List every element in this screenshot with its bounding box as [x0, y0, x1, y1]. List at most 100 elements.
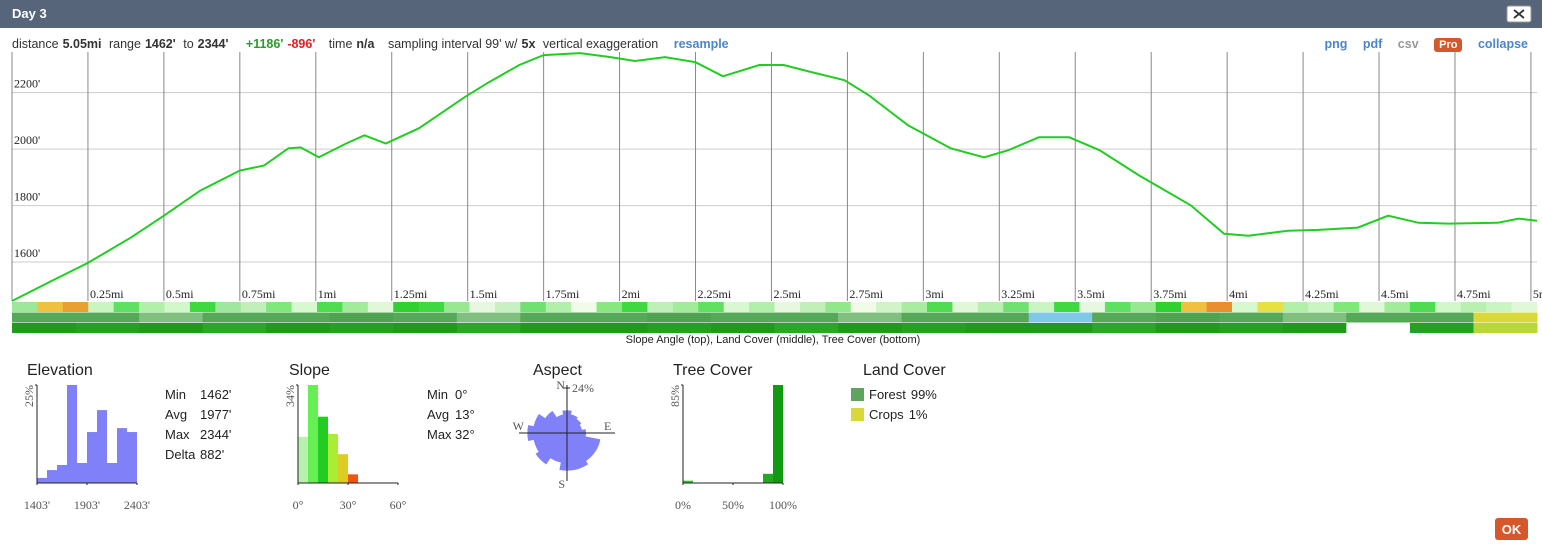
stat-value: 32°	[455, 427, 475, 442]
x-tick-label: 60°	[390, 498, 407, 512]
strip-cell	[901, 302, 928, 312]
strip-cell	[965, 312, 1030, 323]
range-min: 1462'	[144, 37, 176, 51]
strip-cell	[1092, 323, 1157, 333]
strip-cell	[1155, 323, 1220, 333]
strip-cell	[583, 312, 648, 323]
histogram-bar	[127, 432, 137, 483]
x-tick-label: 1.75mi	[546, 287, 580, 301]
histogram-bar	[683, 480, 693, 483]
legend-entry: Forest 99%	[869, 387, 937, 402]
text: time	[328, 37, 353, 51]
text: vertical exaggeration	[542, 37, 659, 51]
x-tick-label: 1mi	[318, 287, 337, 301]
y-tick-label: 34%	[283, 385, 297, 407]
distance: 5.05mi	[62, 37, 102, 51]
strip-cell	[672, 302, 699, 312]
close-button[interactable]	[1506, 5, 1532, 23]
csv-link[interactable]: csv	[1397, 37, 1419, 51]
strip-cell	[1079, 302, 1106, 312]
x-tick-label: 2mi	[622, 287, 641, 301]
histogram-bar	[328, 434, 338, 483]
x-tick-label: 3.25mi	[1001, 287, 1035, 301]
pdf-link[interactable]: pdf	[1362, 37, 1383, 51]
strip-cell	[520, 302, 547, 312]
collapse-link[interactable]: collapse	[1477, 37, 1528, 51]
elevation-line	[11, 52, 1538, 302]
export-links: png pdf csv Pro collapse	[1312, 37, 1528, 52]
strip-cell	[1473, 312, 1538, 323]
strip-cell	[113, 302, 140, 312]
strip-cell	[698, 302, 725, 312]
x-tick-label: 3.75mi	[1153, 287, 1187, 301]
text: to	[183, 37, 194, 51]
strip-cell	[1092, 312, 1157, 323]
strip-cell	[1486, 302, 1513, 312]
text: range	[108, 37, 141, 51]
stat-label: Avg	[427, 407, 449, 422]
histogram-bar	[318, 416, 328, 483]
histogram-bar	[97, 410, 107, 483]
stat-value: 0°	[455, 387, 467, 402]
x-tick-label: 2403'	[124, 498, 150, 512]
direction-label: W	[513, 419, 525, 433]
strip-cell	[977, 302, 1004, 312]
ok-button[interactable]: OK	[1495, 518, 1528, 540]
histogram-bar	[87, 432, 97, 483]
strip-cell	[202, 323, 267, 333]
strip-cell	[710, 323, 775, 333]
strip-cell	[456, 323, 521, 333]
png-link[interactable]: png	[1324, 37, 1348, 51]
legend-name: Forest	[869, 387, 906, 402]
chart-title: Tree Cover	[673, 362, 753, 379]
ok-label[interactable]: OK	[1502, 522, 1522, 537]
x-tick-label: 1903'	[74, 498, 100, 512]
strip-cell	[1460, 302, 1487, 312]
x-tick-label: 4.25mi	[1305, 287, 1339, 301]
strip-cell	[622, 302, 648, 312]
strip-cell	[1435, 302, 1462, 312]
legend-swatch	[851, 408, 864, 421]
strip-cell	[545, 302, 572, 312]
range-max: 2344'	[197, 37, 229, 51]
window-title: Day 3	[12, 6, 47, 21]
x-tick-label: 2.5mi	[773, 287, 801, 301]
resample-link[interactable]: resample	[673, 37, 729, 51]
text: distance	[12, 37, 59, 51]
x-tick-label: 3.5mi	[1077, 287, 1105, 301]
strip-cell	[1219, 312, 1284, 323]
y-tick-label: 25%	[22, 385, 36, 407]
histogram-bar	[47, 470, 57, 483]
x-tick-label: 1403'	[24, 498, 50, 512]
strip-cell	[266, 323, 331, 333]
strip-cell	[1104, 302, 1131, 312]
histogram-bar	[37, 477, 47, 483]
strip-cell	[596, 302, 623, 312]
y-tick-label: 2000'	[14, 133, 40, 147]
strip-cell	[291, 302, 318, 312]
strip-cell	[647, 323, 712, 333]
strip-cell	[901, 323, 966, 333]
strip-cell	[952, 302, 979, 312]
strip-cell	[1130, 302, 1157, 312]
histogram-bar	[338, 454, 348, 483]
pro-badge[interactable]: Pro	[1434, 38, 1463, 52]
aspect-wedge	[535, 432, 568, 465]
x-tick-label: 30°	[340, 498, 357, 512]
x-tick-label: 50%	[722, 498, 744, 512]
strip-cell	[393, 323, 458, 333]
stat-label: Min	[427, 387, 448, 402]
exaggeration: 5x	[521, 37, 536, 51]
title-bar	[0, 0, 1542, 28]
chart-title: Slope	[289, 362, 330, 379]
stat-value: 13°	[455, 407, 475, 422]
strip-cell	[12, 312, 77, 323]
strip-cell	[393, 302, 420, 312]
strip-cell	[139, 302, 165, 312]
stat-label: Avg	[165, 407, 187, 422]
strip-cell	[1155, 312, 1220, 323]
strip-cell	[520, 323, 585, 333]
aspect-wedge	[544, 410, 568, 434]
